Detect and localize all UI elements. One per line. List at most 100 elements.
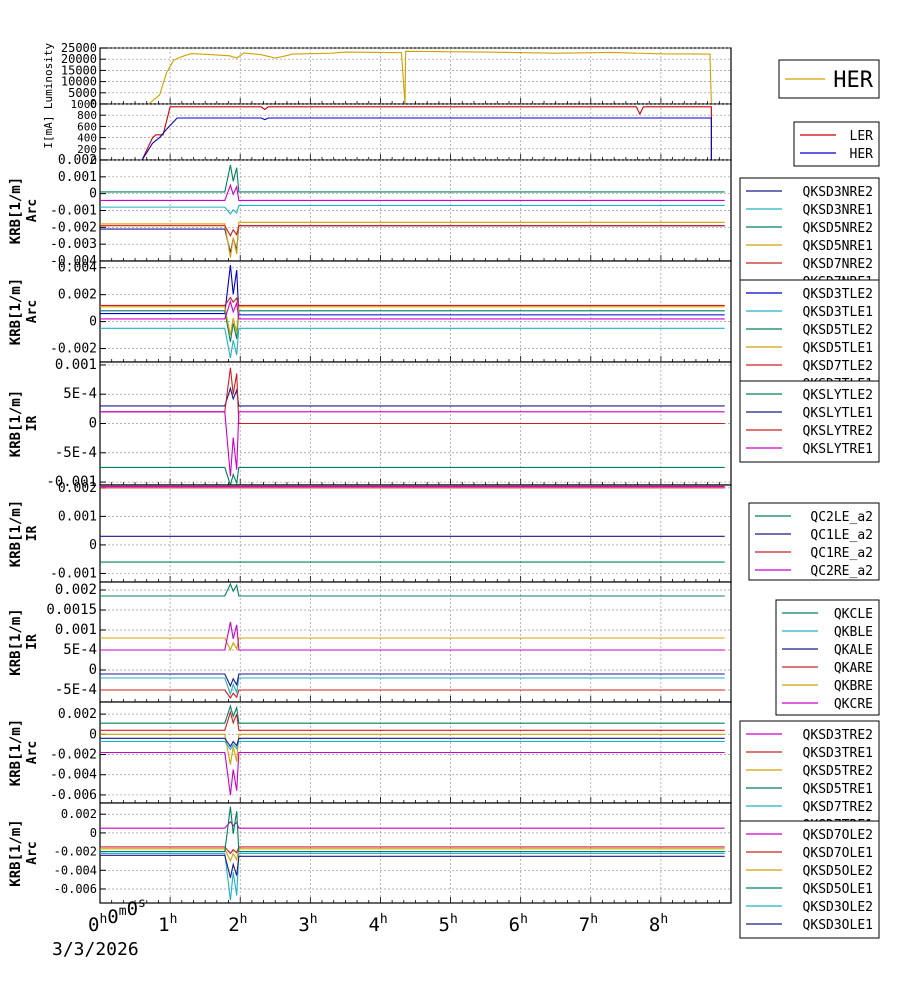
series-line-qkare [100,689,725,700]
legend-box [739,820,880,939]
y-tick-label: 5E-4 [63,386,97,402]
legend-label: QKSD5NRE1 [803,239,873,254]
y-tick-label: 0.002 [58,288,97,303]
legend-label: QKSD3TRE1 [803,746,873,761]
y-axis-label: KRB[1/m] [8,819,24,886]
series-line-qksd7nre2 [100,225,725,237]
legend-label: QKSD3OLE1 [803,918,873,933]
legend-label: QKBRE [834,679,873,694]
y-axis-label: KRB[1/m] [8,500,24,567]
x-tick-label: 6h [509,912,528,936]
legend-label: QKARE [834,661,873,676]
x-tick-label: 1h [158,912,177,936]
panel-arc4: 0.002 0 -0.002 -0.004 -0.006 KRB[1/m] Arc [8,802,732,904]
legend-ir1: QKSLYTLE2 QKSLYTLE1 QKSLYTRE2 QKSLYTRE1 [739,380,880,463]
y-tick-label: 0.001 [55,357,97,373]
y-axis-label: IR [25,526,40,542]
legend-label: QKSD7TRE2 [803,800,873,815]
legend-label: LER [850,129,874,144]
legend-box [739,720,880,837]
y-tick-label: -0.004 [50,768,97,783]
x-tick-label: 4h [368,912,387,936]
legend-label: QKSD5TLE1 [803,341,873,356]
legend-label: QKSD3TLE1 [803,305,873,320]
y-tick-label: 600 [77,120,97,133]
series-line-qksd3nre1 [100,204,725,215]
legend-label: QKSLYTRE2 [803,424,873,439]
y-tick-label: -0.002 [50,342,97,357]
legend-label: QKSD5TRE2 [803,764,873,779]
series-line-qksd5tre1 [100,704,725,724]
y-axis-label: KRB[1/m] [8,177,24,244]
y-tick-label: 0.001 [55,622,97,638]
legend-label: QKSD3NRE2 [803,185,873,200]
panel-ir2: 0.002 0.001 0 -0.001 KRB[1/m] IR [8,481,732,583]
legend-luminosity: HER [778,59,880,99]
y-tick-label: -0.006 [54,882,97,896]
series-line-qksd3tle1 [100,327,725,359]
legend-label: QKSD7NRE2 [803,257,873,272]
series-line-qksd3ole1 [100,854,725,878]
y-tick-label: -5E-4 [55,445,97,461]
panel-ir3: 0.002 0.0015 0.001 5E-4 0 -5E-4 KRB[1/m] IR [8,581,732,703]
y-tick-label: 0 [89,315,97,330]
series-line-her [100,117,731,161]
legend-label: QKSD5TRE1 [803,782,873,797]
legend-ir3: QKCLE QKBLE QKALE QKARE QKBRE QKCRE [775,599,880,716]
series-line-qkslytle2 [100,466,725,487]
y-axis-label: KRB[1/m] [8,390,24,457]
x-tick-label: 2h [228,912,247,936]
y-axis-label: Arc [25,741,40,764]
y-axis-label: IR [25,416,40,432]
y-tick-label: -0.002 [54,845,97,859]
x-tick-label: 5h [439,912,458,936]
x-tick-label: 8h [649,912,668,936]
series-line-qksd7tle1 [100,299,725,320]
series-line-qksd3tre1 [100,710,725,731]
y-tick-label: 10000 [61,75,97,89]
legend-label: QKSD5NRE2 [803,221,873,236]
y-axis-label: KRB[1/m] [8,278,24,345]
y-axis-label: KRB[1/m] [8,719,24,786]
y-tick-label: 0 [90,826,97,840]
legend-label: QKSD5OLE1 [803,882,873,897]
y-tick-label: -0.003 [50,237,97,252]
x-tick-label: 7h [579,912,598,936]
series-line-qkcre [100,621,725,651]
panel-ir1: 0.001 5E-4 0 -5E-4 -0.001 KRB[1/m] IR [8,357,732,490]
series-line-her [100,50,731,105]
y-tick-label: 20000 [61,52,97,66]
legend-label: HER [833,68,873,93]
y-tick-label: -0.001 [50,204,97,219]
series-line-qkble [100,677,725,696]
y-axis-label: Arc [25,199,40,222]
y-tick-label: 0 [90,154,97,167]
series-line-ler [100,106,731,161]
legend-label: QC1RE_a2 [810,546,873,561]
y-tick-label: 0 [89,727,97,742]
y-tick-label: 0 [89,187,97,202]
series-line-qkslytre1 [100,411,725,477]
y-tick-label: 0.004 [58,261,97,276]
y-tick-label: 400 [77,132,97,145]
series-line-qksd5tle1 [100,306,725,336]
panel-frame [99,581,732,703]
y-axis-label: IR [25,634,40,650]
legend-label: QKSD3NRE1 [803,203,873,218]
legend-label: QKSD5OLE2 [803,864,873,879]
y-tick-label: 1000 [71,98,98,111]
y-tick-label: 0 [89,662,97,678]
y-tick-label: -0.001 [50,566,97,581]
series-line-qksd7nre1 [100,183,725,201]
y-tick-label: 15000 [61,63,97,77]
y-tick-label: 0.002 [58,707,97,722]
legend-label: QKSLYTLE2 [803,388,873,403]
y-axis-label: I[mA] [42,115,55,148]
legend-label: QKSD3TLE2 [803,287,873,302]
legend-label: QKCLE [834,607,873,622]
legend-label: QKSD5TLE2 [803,323,873,338]
y-axis-label: Arc [25,300,40,323]
